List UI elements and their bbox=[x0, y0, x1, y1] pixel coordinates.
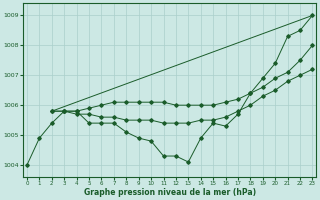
X-axis label: Graphe pression niveau de la mer (hPa): Graphe pression niveau de la mer (hPa) bbox=[84, 188, 256, 197]
